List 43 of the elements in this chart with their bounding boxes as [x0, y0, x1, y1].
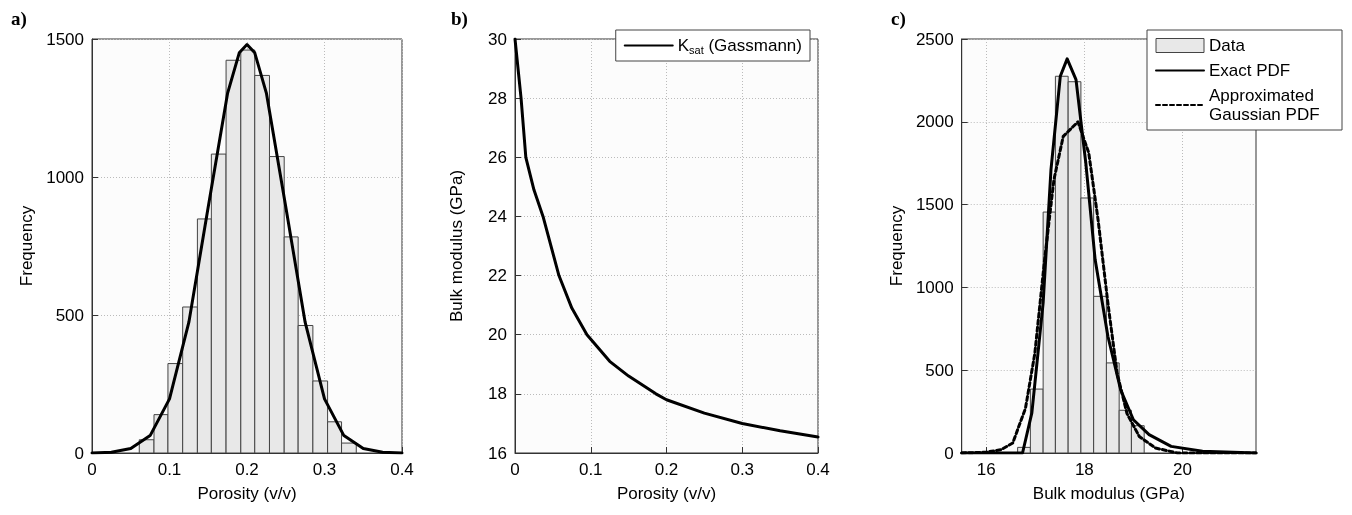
x-tick-label: 20: [1172, 460, 1192, 479]
y-tick-label: 0: [944, 443, 954, 463]
y-tick-label: 16: [488, 443, 507, 463]
x-tick-label: 0.2: [654, 460, 679, 479]
y-tick-label: 1000: [915, 277, 954, 297]
chart-title: a): [11, 8, 27, 30]
y-tick-label: 2500: [915, 29, 954, 49]
y-tick-label: 26: [488, 147, 507, 167]
chart-title: b): [451, 8, 468, 30]
x-tick-label: 0.1: [578, 460, 603, 479]
x-tick-label: 0.3: [730, 460, 755, 479]
chart-title: c): [891, 8, 906, 30]
y-axis-title: Frequency: [17, 205, 37, 287]
y-tick-label: 20: [488, 325, 507, 345]
y-tick-label: 24: [488, 206, 507, 226]
y-tick-label: 30: [488, 29, 507, 49]
y-tick-label: 1500: [915, 195, 954, 215]
legend-label: Exact PDF: [1209, 61, 1291, 80]
x-tick-label: 0: [87, 460, 97, 479]
x-axis-title: Bulk modulus (GPa): [1032, 484, 1185, 503]
y-axis-title: Frequency: [887, 205, 906, 287]
y-tick-label: 22: [488, 266, 507, 286]
x-tick-label: 0.4: [390, 460, 414, 479]
y-tick-label: 1500: [46, 29, 84, 49]
x-tick-label: 0.3: [312, 460, 337, 479]
y-tick-label: 500: [925, 360, 954, 380]
legend-label: Data: [1209, 36, 1246, 55]
x-tick-label: 0.1: [157, 460, 182, 479]
x-tick-label: 0: [510, 460, 520, 479]
y-tick-label: 500: [55, 305, 84, 325]
x-tick-label: 0.4: [806, 460, 830, 479]
y-axis-title: Bulk modulus (GPa): [447, 169, 466, 323]
y-tick-label: 2000: [915, 112, 954, 132]
x-tick-label: 16: [976, 460, 996, 479]
x-axis-title: Porosity (v/v): [197, 484, 297, 503]
y-tick-label: 18: [488, 384, 507, 404]
x-tick-label: 0.2: [235, 460, 259, 479]
y-tick-label: 28: [488, 88, 507, 108]
x-tick-label: 18: [1074, 460, 1094, 479]
legend-label: Approximated Gaussian PDF: [1209, 86, 1320, 124]
y-tick-label: 0: [74, 443, 84, 463]
x-axis-title: Porosity (v/v): [616, 484, 717, 503]
y-tick-label: 1000: [46, 167, 84, 187]
